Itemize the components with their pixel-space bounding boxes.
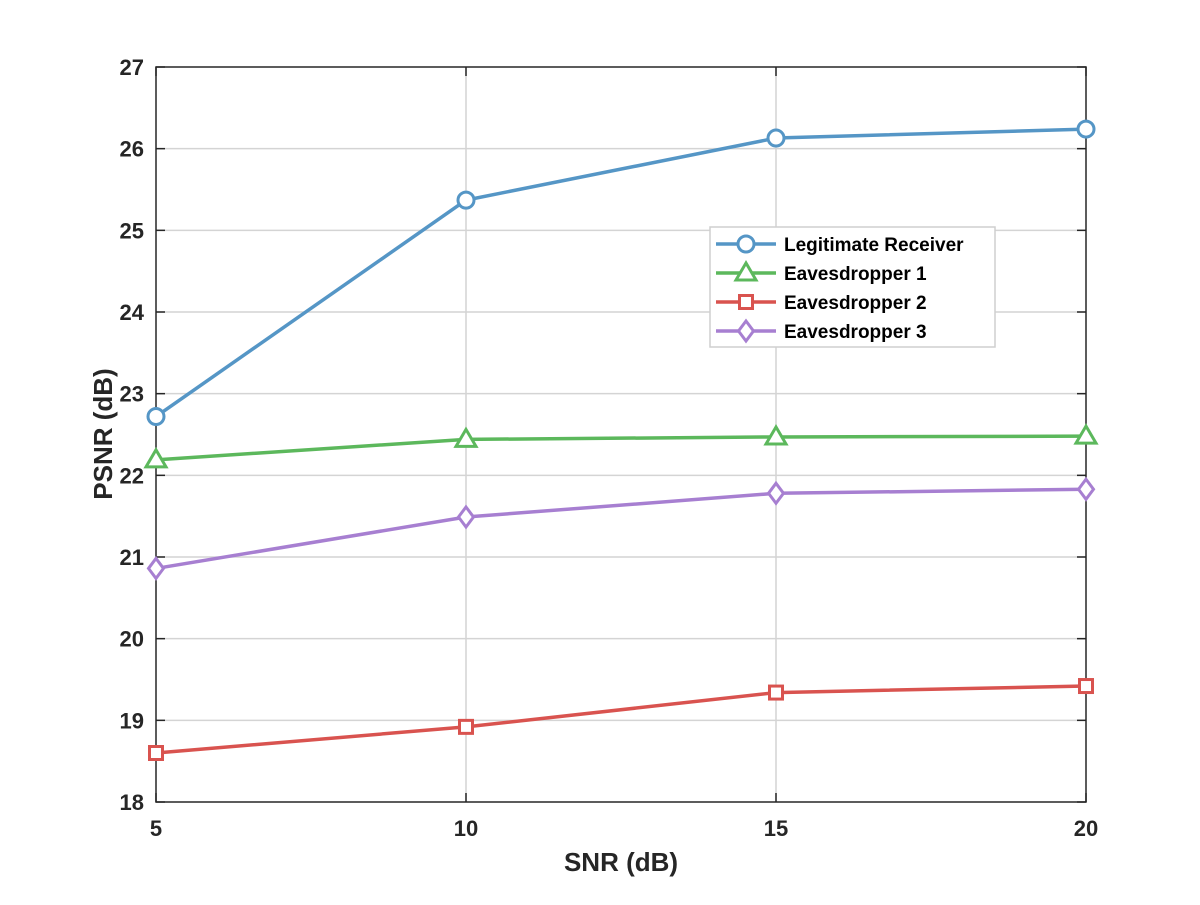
legend-item: Legitimate Receiver: [716, 234, 964, 256]
data-point: [768, 684, 784, 701]
plot-background: [156, 67, 1086, 802]
y-tick-label: 20: [120, 627, 144, 652]
data-point: [766, 128, 786, 148]
data-point: [146, 407, 166, 427]
legend-item: Eavesdropper 2: [716, 293, 927, 314]
series-group: [143, 119, 1099, 761]
series-line: [155, 684, 1087, 755]
legend-item: Eavesdropper 3: [716, 318, 927, 344]
legend-swatch-marker: [736, 234, 756, 254]
y-axis-label: PSNR (dB): [88, 368, 118, 499]
legend-label: Eavesdropper 2: [784, 293, 927, 314]
series-line: [155, 434, 1087, 462]
y-tick-label: 18: [120, 790, 144, 815]
x-tick-label: 15: [764, 816, 788, 841]
data-point: [763, 423, 789, 446]
x-tick-label: 10: [454, 816, 478, 841]
data-point: [453, 426, 479, 448]
y-tick-label: 27: [120, 55, 144, 80]
legend-swatch-marker: [733, 260, 759, 282]
data-point: [458, 718, 474, 735]
legend-label: Eavesdropper 3: [784, 322, 927, 343]
data-point: [1073, 423, 1099, 445]
axis-ticks: 18 19 20 21 22 23 24 25 26 27 5 10 15 20: [120, 55, 1099, 841]
data-point: [456, 504, 476, 530]
x-tick-label: 20: [1074, 816, 1098, 841]
legend-label: Eavesdropper 1: [784, 264, 927, 285]
x-axis-label: SNR (dB): [564, 847, 678, 877]
y-tick-label: 19: [120, 708, 144, 733]
y-tick-label: 24: [120, 300, 145, 325]
data-point: [143, 446, 169, 469]
legend-label: Legitimate Receiver: [784, 235, 964, 256]
y-tick-label: 26: [120, 137, 144, 162]
series-3: [148, 678, 1094, 761]
data-point: [1078, 678, 1094, 695]
y-tick-label: 25: [120, 218, 144, 243]
series-line: [155, 487, 1087, 571]
x-tick-label: 5: [150, 816, 162, 841]
y-tick-label: 23: [120, 382, 144, 407]
series-line: [154, 127, 1087, 418]
data-point: [1076, 476, 1096, 502]
data-point: [148, 745, 164, 761]
legend: Legitimate Receiver Eavesdropper 1 Eavesdr…: [709, 226, 996, 348]
series-4: [146, 476, 1096, 581]
y-tick-label: 22: [120, 463, 144, 488]
y-tick-label: 21: [120, 545, 144, 570]
data-point: [1076, 119, 1096, 139]
data-point: [146, 555, 166, 581]
legend-item: Eavesdropper 1: [716, 260, 927, 285]
legend-swatch-marker: [738, 294, 754, 310]
series-1: [146, 119, 1096, 427]
legend-box: [709, 226, 996, 348]
data-point: [456, 190, 476, 210]
data-point: [766, 480, 786, 506]
series-2: [143, 423, 1099, 469]
legend-swatch-marker: [736, 318, 756, 344]
